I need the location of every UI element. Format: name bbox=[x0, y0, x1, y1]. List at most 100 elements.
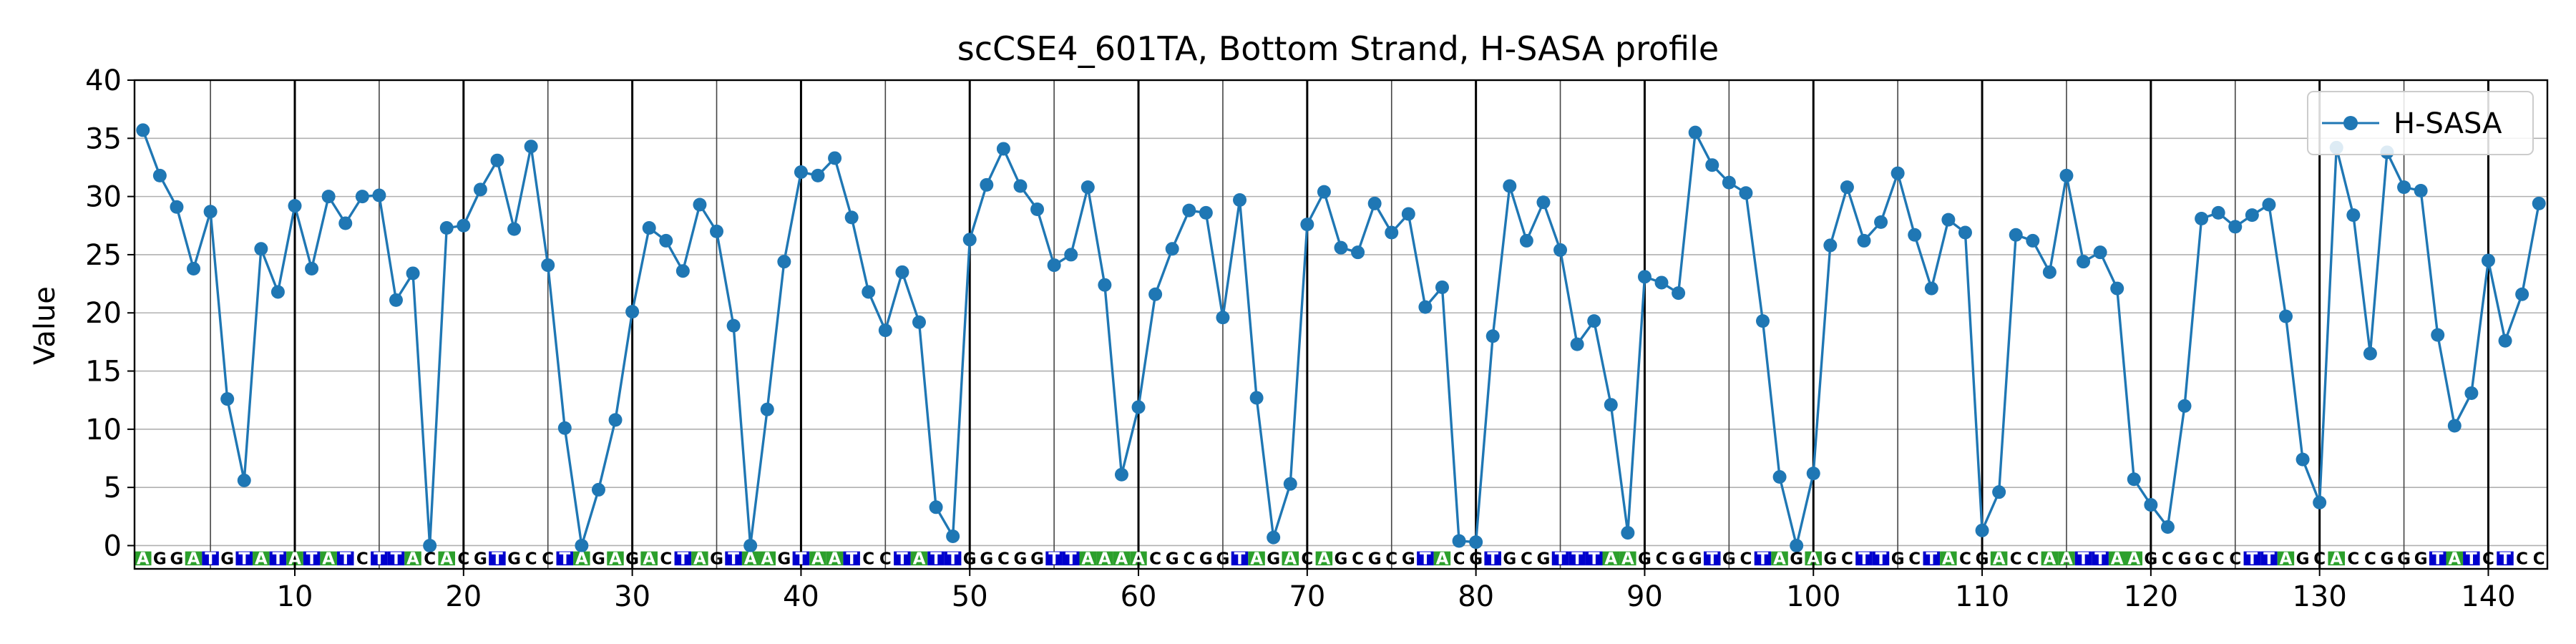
base-letter: C bbox=[1453, 550, 1465, 568]
base-letter: G bbox=[1976, 550, 1989, 568]
data-point bbox=[2042, 265, 2057, 279]
data-point bbox=[389, 293, 403, 307]
data-point bbox=[1941, 213, 1956, 227]
base-cell bbox=[1906, 551, 1923, 566]
data-point bbox=[862, 285, 876, 299]
base-letter: T bbox=[391, 550, 402, 568]
x-tick-label: 10 bbox=[277, 580, 313, 613]
base-letter: T bbox=[897, 550, 908, 568]
base-letter: C bbox=[1183, 550, 1195, 568]
base-cell bbox=[1012, 551, 1029, 566]
base-cell bbox=[2074, 551, 2092, 566]
data-point bbox=[1672, 286, 1686, 301]
base-cell bbox=[387, 551, 405, 566]
base-letter: G bbox=[1537, 550, 1551, 568]
data-point bbox=[372, 188, 386, 203]
base-cell bbox=[590, 551, 608, 566]
base-letter: A bbox=[1621, 550, 1634, 568]
base-cell bbox=[1653, 551, 1670, 566]
data-point bbox=[642, 221, 656, 235]
base-letter: G bbox=[2296, 550, 2310, 568]
data-point bbox=[794, 165, 808, 179]
base-cell bbox=[235, 551, 253, 566]
base-cell bbox=[489, 551, 506, 566]
base-letter: T bbox=[2246, 550, 2258, 568]
base-letter: C bbox=[2347, 550, 2359, 568]
base-letter: T bbox=[2078, 550, 2089, 568]
base-letter: C bbox=[424, 550, 436, 568]
base-cell bbox=[2361, 551, 2379, 566]
base-cell bbox=[1940, 551, 1957, 566]
data-point bbox=[305, 261, 319, 275]
base-letter: G bbox=[474, 550, 487, 568]
data-point bbox=[1013, 179, 1028, 193]
base-letter: C bbox=[2229, 550, 2241, 568]
series-h-sasa bbox=[136, 123, 2546, 552]
base-cell bbox=[1518, 551, 1536, 566]
base-letter: T bbox=[947, 550, 959, 568]
base-letter: A bbox=[2060, 550, 2073, 568]
base-cell bbox=[741, 551, 759, 566]
base-cell bbox=[1062, 551, 1080, 566]
base-cell bbox=[1163, 551, 1181, 566]
data-point bbox=[1469, 535, 1483, 550]
base-cell bbox=[1535, 551, 1552, 566]
base-letter: A bbox=[643, 550, 655, 568]
data-point bbox=[338, 216, 353, 230]
data-point bbox=[2195, 212, 2209, 226]
base-letter: A bbox=[137, 550, 150, 568]
base-cell bbox=[2243, 551, 2261, 566]
base-letter: G bbox=[1166, 550, 1179, 568]
data-point bbox=[2245, 208, 2259, 223]
base-cell bbox=[1028, 551, 1046, 566]
data-point bbox=[1485, 329, 1500, 343]
base-cell bbox=[1669, 551, 1687, 566]
base-cell bbox=[1079, 551, 1097, 566]
data-point bbox=[659, 233, 673, 248]
data-point bbox=[2127, 472, 2141, 487]
base-letter: A bbox=[1807, 550, 1820, 568]
data-point bbox=[2515, 287, 2529, 301]
y-tick-label: 25 bbox=[85, 239, 122, 272]
base-letter: A bbox=[693, 550, 706, 568]
base-letter: A bbox=[440, 550, 453, 568]
base-cell bbox=[894, 551, 911, 566]
base-letter: C bbox=[2313, 550, 2326, 568]
y-tick-label: 35 bbox=[85, 122, 122, 155]
base-letter: C bbox=[1385, 550, 1397, 568]
base-letter: G bbox=[1402, 550, 1415, 568]
data-point bbox=[2009, 228, 2023, 242]
base-letter: T bbox=[205, 550, 216, 568]
legend: H-SASA bbox=[2307, 91, 2534, 155]
data-point bbox=[1604, 398, 1618, 412]
base-letter: G bbox=[592, 550, 605, 568]
data-point bbox=[844, 210, 859, 225]
base-letter: C bbox=[660, 550, 672, 568]
data-point bbox=[541, 258, 555, 273]
base-cell bbox=[168, 551, 185, 566]
x-tick-label: 130 bbox=[2292, 580, 2346, 613]
base-letter: A bbox=[829, 550, 841, 568]
base-letter: A bbox=[2330, 550, 2343, 568]
data-point bbox=[1418, 300, 1433, 314]
data-point bbox=[2059, 168, 2074, 182]
base-letter: C bbox=[1301, 550, 1313, 568]
data-point bbox=[2313, 495, 2327, 509]
base-letter: A bbox=[1436, 550, 1449, 568]
base-cell bbox=[303, 551, 321, 566]
base-cell bbox=[607, 551, 624, 566]
base-letter: T bbox=[273, 550, 284, 568]
base-letter: A bbox=[1116, 550, 1128, 568]
data-point bbox=[878, 323, 892, 338]
base-letter: G bbox=[1503, 550, 1516, 568]
base-letter: A bbox=[744, 550, 757, 568]
base-cell bbox=[2446, 551, 2464, 566]
base-cell bbox=[2176, 551, 2193, 566]
base-cell bbox=[336, 551, 354, 566]
y-tick-label: 15 bbox=[85, 356, 122, 389]
base-cell bbox=[1349, 551, 1367, 566]
y-axis: 0 5 10 15 20 25 30 35 40 bbox=[85, 64, 135, 562]
base-cell bbox=[725, 551, 742, 566]
base-letter: G bbox=[1891, 550, 1905, 568]
base-letter: T bbox=[1757, 550, 1769, 568]
